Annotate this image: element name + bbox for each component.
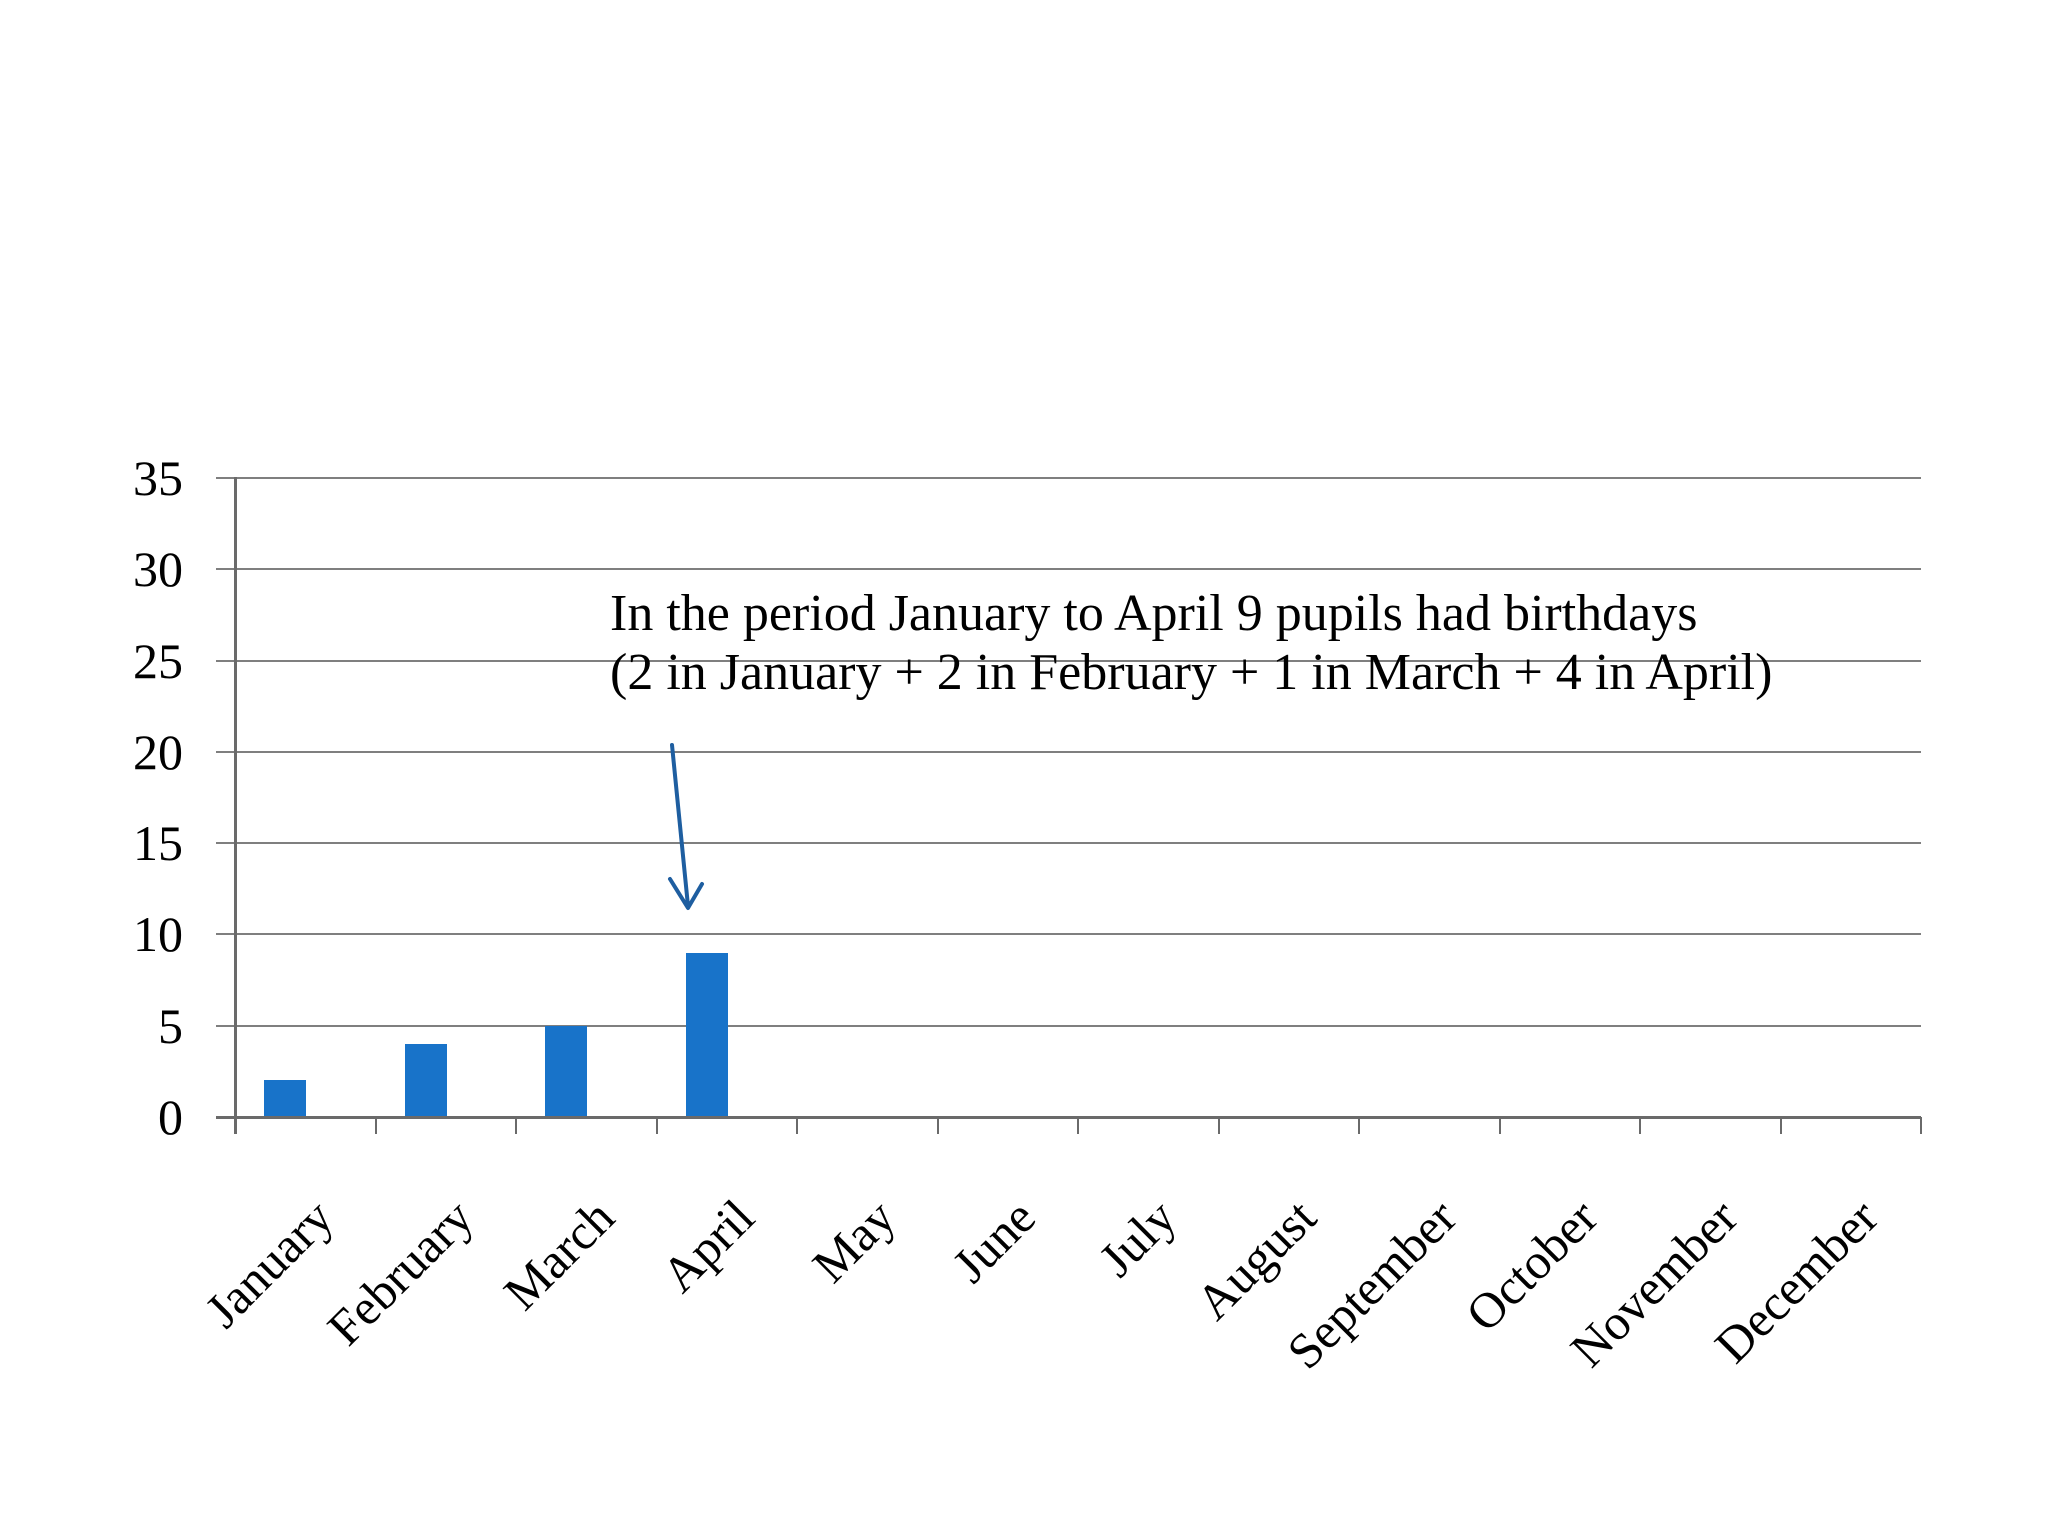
bar-april [685, 952, 728, 1116]
x-axis-tick-12 [1920, 1117, 1922, 1134]
x-axis-tick-11 [1779, 1117, 1782, 1134]
y-axis-line [234, 476, 237, 1134]
x-axis-label-april: April [650, 1188, 765, 1303]
x-axis-tick-9 [1498, 1117, 1501, 1134]
x-axis-label-may: May [801, 1188, 906, 1293]
gridline-30 [216, 568, 1921, 571]
y-axis-label-5: 5 [158, 997, 183, 1054]
gridline-10 [216, 933, 1921, 936]
x-axis-tick-8 [1358, 1117, 1360, 1134]
gridline-5 [216, 1024, 1921, 1027]
bar-january [264, 1080, 307, 1116]
x-axis-line [216, 1115, 1921, 1119]
y-axis-label-30: 30 [133, 541, 183, 598]
bar-february [404, 1043, 447, 1116]
annotation-line-1: In the period January to April 9 pupils … [610, 585, 1698, 642]
gridline-25 [216, 659, 1921, 662]
y-axis-label-10: 10 [133, 906, 183, 963]
y-axis-label-15: 15 [133, 815, 183, 872]
y-axis-label-20: 20 [133, 723, 183, 780]
y-axis-label-0: 0 [158, 1089, 183, 1145]
x-axis-tick-4 [796, 1117, 798, 1134]
x-axis-label-february: February [316, 1188, 484, 1356]
x-axis-label-august: August [1185, 1188, 1327, 1331]
bar-march [545, 1025, 588, 1116]
y-axis-label-25: 25 [133, 632, 183, 689]
x-axis-label-march: March [492, 1188, 625, 1321]
gridline-15 [216, 842, 1921, 845]
gridline-20 [216, 750, 1921, 753]
x-axis-tick-7 [1217, 1117, 1220, 1134]
x-axis-tick-6 [1077, 1117, 1079, 1134]
x-axis-label-june: June [941, 1188, 1046, 1293]
annotation-line-2: (2 in January + 2 in February + 1 in Mar… [610, 644, 1773, 701]
gridline-35 [216, 476, 1921, 479]
x-axis-tick-3 [655, 1117, 658, 1134]
x-axis-tick-0 [234, 1117, 236, 1134]
x-axis-tick-5 [936, 1117, 939, 1134]
x-axis-tick-10 [1639, 1117, 1641, 1134]
x-axis-tick-1 [374, 1117, 377, 1134]
x-axis-label-july: July [1087, 1188, 1187, 1288]
chart-annotation: In the period January to April 9 pupils … [610, 584, 1772, 702]
x-axis-tick-2 [515, 1117, 517, 1134]
y-axis-label-35: 35 [133, 449, 183, 506]
